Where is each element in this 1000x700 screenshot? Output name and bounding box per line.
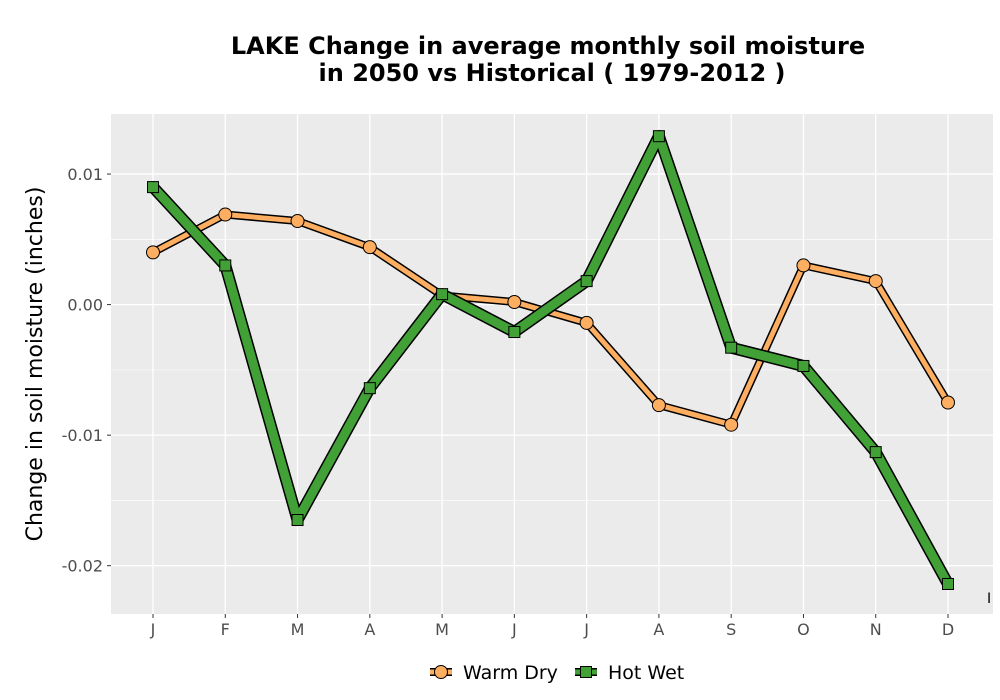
- x-tick-label: J: [511, 620, 517, 639]
- y-tick-label: 0.01: [67, 165, 103, 184]
- data-point: [942, 577, 954, 590]
- data-point: [436, 288, 449, 301]
- chart-title-line2: in 2050 vs Historical ( 1979-2012 ): [319, 59, 786, 87]
- plot-panel: [111, 114, 993, 614]
- y-tick-label: 0.00: [67, 296, 103, 315]
- data-point: [363, 382, 376, 395]
- data-point: [291, 514, 304, 527]
- legend-square-marker: [580, 666, 592, 678]
- series-line: [148, 131, 953, 589]
- data-point: [362, 240, 377, 255]
- data-point: [941, 395, 955, 410]
- x-tick-label: A: [364, 620, 375, 639]
- data-point: [868, 274, 883, 289]
- legend: Warm Dry Hot Wet: [430, 662, 684, 684]
- data-point: [290, 214, 305, 229]
- data-point: [652, 130, 665, 143]
- legend-circle-marker: [434, 665, 448, 679]
- legend-key-warm-dry: [430, 665, 452, 679]
- data-point: [797, 359, 810, 372]
- x-tick-label: N: [870, 620, 882, 639]
- series-layer: [146, 130, 955, 590]
- data-point: [147, 181, 159, 194]
- x-tick-label: J: [150, 620, 156, 639]
- data-point: [579, 315, 594, 330]
- x-tick-label: M: [291, 620, 305, 639]
- x-tick-label: S: [726, 620, 736, 639]
- y-tick-label: -0.01: [62, 426, 103, 445]
- x-tick-label: A: [653, 620, 664, 639]
- data-point: [218, 207, 233, 222]
- data-point: [146, 245, 160, 260]
- legend-label-warm-dry: Warm Dry: [463, 662, 558, 684]
- data-point: [869, 446, 882, 459]
- legend-key-hot-wet: [575, 666, 597, 678]
- legend-label-hot-wet: Hot Wet: [608, 662, 684, 684]
- clipped-marker-fragment: I: [987, 591, 991, 607]
- data-point: [725, 341, 738, 354]
- y-tick-label: -0.02: [62, 557, 103, 576]
- x-tick-label: O: [797, 620, 810, 639]
- x-tick-label: F: [221, 620, 230, 639]
- x-tick-label: M: [435, 620, 449, 639]
- data-point: [724, 417, 739, 432]
- data-point: [219, 259, 232, 272]
- data-point: [508, 326, 521, 339]
- x-tick-label: D: [942, 620, 954, 639]
- data-point: [507, 294, 522, 309]
- data-point: [796, 258, 811, 273]
- y-axis-title: Change in soil moisture (inches): [23, 187, 48, 542]
- data-point: [580, 275, 593, 288]
- y-axis: 0.01 0.00 -0.01 -0.02: [62, 165, 111, 576]
- x-tick-label: J: [583, 620, 589, 639]
- data-point: [651, 398, 666, 413]
- chart-title-line1: LAKE Change in average monthly soil mois…: [231, 32, 865, 60]
- series-hot-wet: [147, 130, 954, 590]
